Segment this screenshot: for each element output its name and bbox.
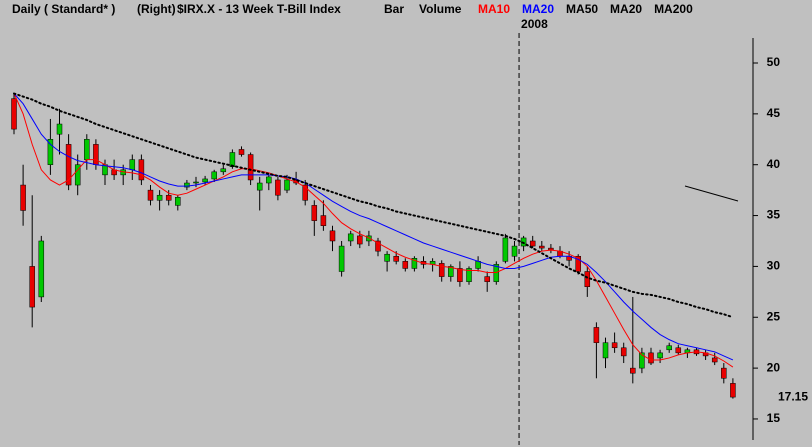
candle-body	[220, 168, 227, 173]
candle-body	[721, 367, 727, 379]
candle-body	[184, 182, 190, 188]
candle-body	[648, 352, 654, 364]
y-tick-label: 20	[767, 360, 781, 374]
candle-body	[56, 123, 63, 135]
header-text: $IRX.X - 13 Week T-Bill Index	[177, 2, 341, 16]
candle-body	[438, 263, 445, 277]
candle-body	[302, 184, 308, 201]
candle-body	[247, 154, 254, 181]
candle-body	[539, 245, 545, 249]
candle-body	[275, 179, 281, 196]
candle-body	[202, 178, 208, 183]
candle-body	[20, 184, 26, 211]
candle-body	[620, 347, 627, 357]
candle-body	[730, 383, 736, 398]
candle-body	[74, 164, 81, 186]
candle-body	[402, 261, 409, 269]
candle-body	[466, 268, 472, 282]
candle-body	[630, 367, 636, 374]
candle-body	[311, 205, 318, 221]
candle-body	[611, 342, 618, 349]
y-tick-label: 15	[767, 411, 781, 425]
candle-body	[84, 139, 90, 160]
y-tick-label: 25	[767, 309, 781, 323]
candle-body	[129, 159, 136, 171]
candle-body	[347, 233, 354, 242]
y-tick-label: 30	[767, 259, 781, 273]
candle-body	[29, 266, 35, 308]
candle-body	[411, 258, 418, 269]
candle-body	[493, 264, 500, 282]
candle-body	[11, 98, 17, 130]
candle-body	[384, 253, 390, 262]
trend-line	[684, 185, 739, 202]
candle-body	[138, 159, 145, 181]
date-label: 2008	[521, 17, 548, 31]
legend-entry: MA20	[522, 2, 554, 16]
candle-body	[657, 352, 663, 359]
legend-entry: MA200	[654, 2, 693, 16]
candle-body	[156, 194, 163, 201]
header-text: Bar	[384, 2, 404, 16]
candle-body	[93, 144, 99, 165]
candle-body	[175, 197, 181, 206]
candle-body	[47, 139, 54, 165]
y-tick-label: 45	[767, 106, 781, 120]
header-text: Daily ( Standard* )	[12, 2, 115, 16]
candle-body	[357, 235, 363, 245]
header-text: Volume	[419, 2, 462, 16]
ma-line	[13, 93, 734, 361]
last-price-label: 17.15	[778, 389, 808, 403]
y-tick-label: 35	[767, 208, 781, 222]
candle-body	[502, 237, 509, 262]
candle-body	[65, 144, 72, 186]
candle-body	[229, 152, 236, 167]
candle-body	[193, 181, 199, 184]
candle-body	[320, 215, 327, 226]
candle-body	[666, 345, 672, 351]
candle-body	[266, 176, 272, 184]
candle-body	[711, 357, 718, 363]
candle-body	[484, 276, 490, 282]
candle-body	[329, 230, 336, 242]
candle-body	[448, 266, 454, 277]
candle-body	[529, 240, 536, 247]
ma-line	[13, 92, 734, 319]
candle-body	[375, 240, 381, 252]
legend-entry: MA20	[610, 2, 642, 16]
candle-body	[602, 342, 609, 359]
candle-body	[338, 245, 345, 272]
candle-body	[38, 240, 45, 298]
candle-body	[284, 179, 290, 191]
candle-body	[147, 189, 154, 201]
legend-entry: MA50	[566, 2, 598, 16]
legend-entry: MA10	[478, 2, 510, 16]
ma-line	[13, 93, 734, 368]
candle-body	[211, 171, 217, 180]
candle-body	[238, 149, 245, 155]
y-tick-label: 40	[767, 157, 781, 171]
candle-body	[165, 194, 172, 201]
candle-body	[256, 182, 263, 191]
candle-body	[639, 352, 645, 369]
candle-body	[593, 327, 600, 343]
y-tick-label: 50	[767, 55, 781, 69]
candle-body	[457, 268, 463, 282]
header-text: (Right)	[137, 2, 176, 16]
candle-body	[511, 245, 518, 257]
candle-body	[584, 271, 591, 287]
candle-body	[393, 255, 399, 262]
candle-body	[675, 347, 682, 354]
